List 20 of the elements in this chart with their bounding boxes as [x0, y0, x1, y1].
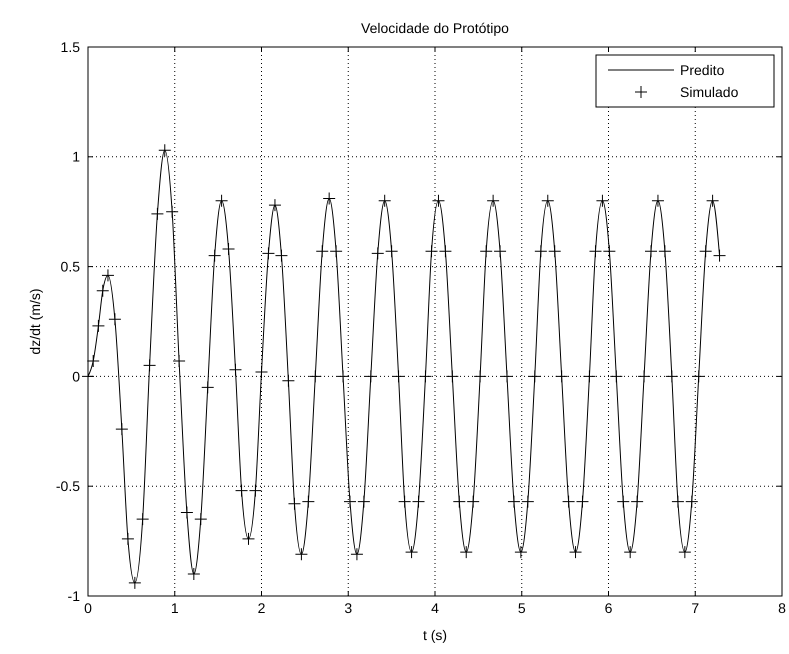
- y-tick-label: 1.5: [60, 38, 80, 55]
- y-axis-title: dz/dt (m/s): [27, 288, 43, 355]
- x-tick-label: 6: [604, 600, 613, 616]
- y-tick-label: 1: [72, 148, 80, 165]
- x-tick-label: 8: [778, 600, 786, 616]
- x-tick-label: 1: [170, 600, 179, 616]
- y-tick-label: -0.5: [56, 478, 80, 494]
- chart-title: Velocidade do Protótipo: [361, 20, 510, 36]
- x-tick-label: 5: [518, 600, 526, 616]
- y-tick-label: 0.5: [60, 258, 80, 274]
- y-tick-label: -1: [68, 588, 80, 604]
- x-tick-label: 4: [431, 600, 440, 616]
- x-tick-label: 3: [344, 600, 352, 616]
- x-axis-title: t (s): [422, 627, 448, 643]
- x-tick-label: 7: [691, 600, 700, 616]
- x-tick-label: 2: [258, 600, 266, 616]
- legend-label: Simulado: [680, 84, 739, 100]
- y-tick-label: 0: [72, 368, 80, 384]
- x-tick-label: 0: [84, 600, 92, 616]
- legend-label: Predito: [680, 62, 725, 78]
